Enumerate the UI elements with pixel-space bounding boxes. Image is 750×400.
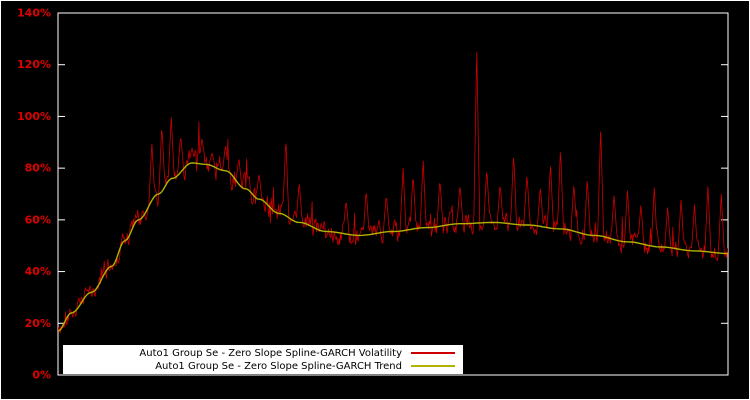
y-tick-label: 140% — [17, 7, 51, 20]
volatility-series-line — [58, 51, 728, 334]
legend-item-volatility: Auto1 Group Se - Zero Slope Spline-GARCH… — [71, 347, 455, 360]
y-tick-label: 80% — [25, 162, 51, 175]
y-tick-label: 60% — [25, 213, 51, 226]
y-tick-label: 20% — [25, 317, 51, 330]
y-tick-label: 100% — [17, 110, 51, 123]
legend-label-trend: Auto1 Group Se - Zero Slope Spline-GARCH… — [155, 360, 402, 372]
legend-line-sample-trend — [411, 365, 455, 367]
y-tick-label: 40% — [25, 265, 51, 278]
y-tick-label: 120% — [17, 58, 51, 71]
legend-label-volatility: Auto1 Group Se - Zero Slope Spline-GARCH… — [139, 347, 402, 359]
y-tick-label: 0% — [32, 369, 51, 382]
legend-item-trend: Auto1 Group Se - Zero Slope Spline-GARCH… — [71, 360, 455, 373]
trend-series-line — [58, 162, 728, 332]
legend-line-sample-volatility — [411, 352, 455, 354]
legend: Auto1 Group Se - Zero Slope Spline-GARCH… — [63, 345, 463, 374]
